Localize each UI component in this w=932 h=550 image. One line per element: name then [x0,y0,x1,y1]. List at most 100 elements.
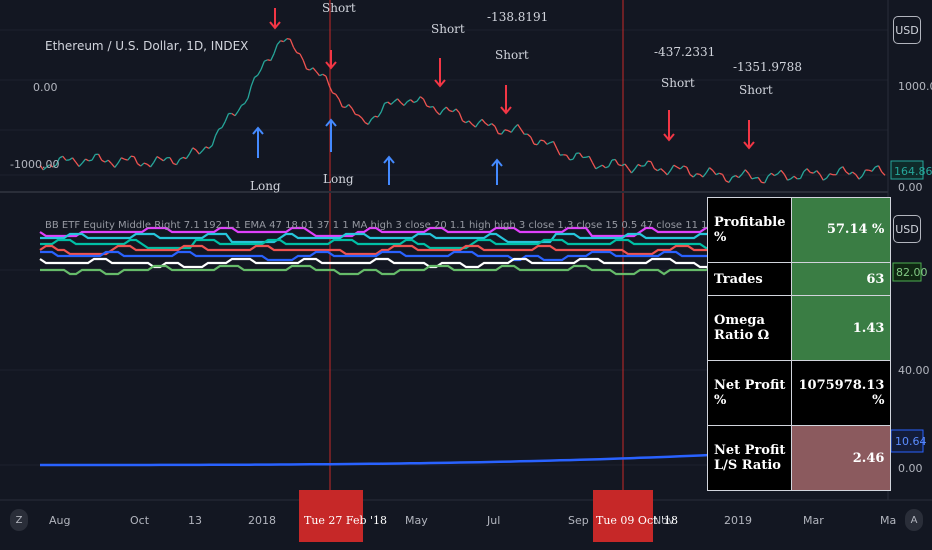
price-segment [364,121,369,125]
price-segment [458,112,464,122]
price-segment [774,173,779,177]
currency-button-top[interactable]: USD [893,16,921,44]
price-segment [237,105,243,112]
price-segment [731,175,736,178]
price-segment [146,163,151,168]
price-segment [552,141,558,149]
price-segment [643,160,649,167]
price-segment [810,171,814,174]
price-segment [143,162,148,165]
price-segment [400,102,405,106]
price-segment [247,85,252,99]
price-segment [799,171,805,179]
price-segment [397,98,402,103]
price-segment [202,146,207,152]
short-arrow-head-2 [434,79,446,88]
price-segment [192,147,197,151]
price-segment [332,92,337,95]
price-segment [355,113,359,116]
price-segment [637,163,642,167]
price-segment [747,172,753,180]
price-segment [494,126,499,134]
price-segment [221,121,226,128]
price-segment [52,164,57,168]
price-segment [169,157,174,164]
price-segment [757,177,763,183]
annotation-short-2: Short [431,22,465,36]
price-segment [211,135,217,146]
price-segment [702,172,707,178]
price-segment [97,153,103,161]
x-tick-5: Jul [486,514,500,527]
price-segment [188,147,194,155]
price-segment [550,140,554,144]
price-segment [605,165,609,169]
short-arrow-head-4 [663,133,675,142]
price-segment [500,129,506,135]
price-segment [101,159,106,163]
price-segment [598,164,603,168]
price-segment [790,175,795,180]
price-segment [55,157,61,166]
price-segment [533,143,538,146]
price-segment [286,37,291,40]
price-segment [556,148,561,156]
stats-row: Omega Ratio Ω 1.43 [706,295,892,362]
price-segment [709,167,714,171]
price-segment [699,173,704,178]
price-segment [877,165,883,173]
stats-value: 57.14 % [791,197,892,263]
price-segment [127,155,132,161]
currency-button-bottom[interactable]: USD [893,215,921,243]
price-segment [488,123,493,127]
price-segment [507,129,512,133]
price-segment [367,118,373,125]
lower-tick-box [892,262,922,282]
lower-tick-1: 40.00 [898,364,930,377]
price-segment [669,164,675,171]
price-segment [780,169,785,175]
crosshair-label-1-bg [299,490,363,542]
price-segment [565,154,571,161]
price-segment [107,159,112,165]
price-segment [296,52,301,55]
x-tick-9: Mar [803,514,824,527]
price-segment [725,180,730,183]
price-segment [120,157,125,160]
price-segment [585,155,590,158]
lower-tick-0: 82.00 [896,266,928,279]
price-segment [510,127,516,133]
price-segment [445,106,450,112]
price-segment [137,163,142,167]
stats-row: Profitable % 57.14 % [706,197,892,263]
pane-tag-z[interactable]: Z [10,509,28,531]
equity-label: 10.64 [895,435,927,448]
price-segment [111,163,116,168]
price-segment [735,175,740,179]
right-tick-2: 0.00 [898,181,923,194]
price-segment [254,74,259,78]
price-segment [813,170,818,174]
price-segment [133,156,139,164]
price-segment [442,106,447,111]
price-segment [335,93,340,100]
price-segment [852,171,857,176]
price-segment [578,152,584,158]
x-tick-1: Oct [130,514,150,527]
price-segment [71,157,77,163]
price-segment [618,164,622,167]
short-arrow-head-3 [500,106,512,115]
price-segment [543,140,548,145]
price-segment [429,105,434,108]
price-segment [751,177,756,180]
price-segment [536,139,542,146]
price-segment [504,129,509,132]
price-segment [416,96,421,102]
price-segment [91,154,96,161]
price-segment [666,170,672,176]
price-segment [842,166,847,173]
price-segment [81,158,87,164]
price-segment [257,69,262,76]
pane-tag-a[interactable]: A [905,509,923,531]
